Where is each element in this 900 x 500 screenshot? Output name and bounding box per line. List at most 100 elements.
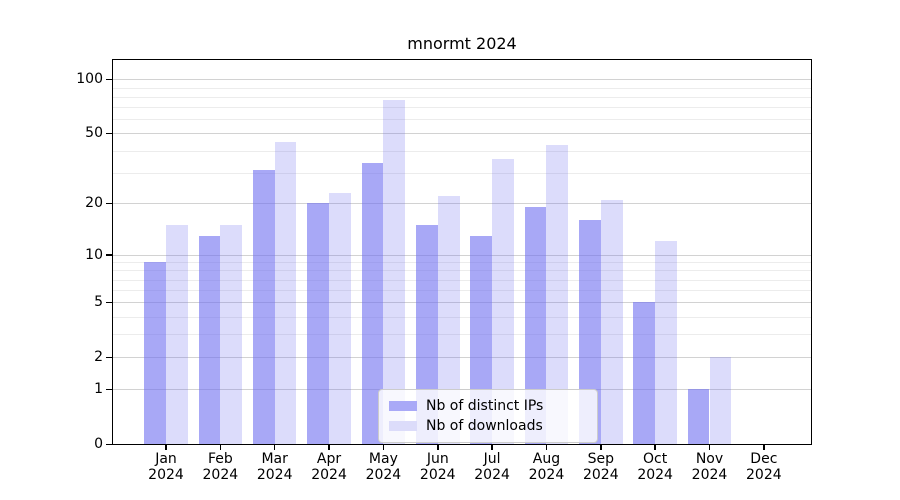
x-tick-label: Jul 2024	[452, 451, 532, 483]
gridline-minor	[113, 334, 811, 336]
y-tick-label: 2	[94, 349, 103, 366]
x-tick-year: 2024	[746, 467, 782, 483]
x-tick-label: Mar 2024	[235, 451, 315, 483]
x-tick-month: Oct	[643, 451, 668, 467]
x-tick-year: 2024	[474, 467, 510, 483]
gridline-minor	[113, 316, 811, 318]
x-tick-mark	[763, 444, 765, 450]
x-tick-mark	[165, 444, 167, 450]
x-tick-month: Aug	[532, 451, 561, 467]
y-tick-label: 1	[94, 381, 103, 398]
x-tick-year: 2024	[691, 467, 728, 483]
x-tick-month: Jun	[426, 451, 449, 467]
x-tick-mark	[437, 444, 439, 450]
legend-swatch	[389, 401, 417, 411]
y-tick-label: 50	[85, 125, 103, 142]
bar-ips-nov	[687, 389, 710, 444]
bar-ips-oct	[633, 302, 656, 444]
gridline-major	[113, 357, 811, 359]
x-tick-label: Jun 2024	[398, 451, 478, 483]
legend-label: Nb of downloads	[426, 418, 543, 434]
x-tick-year: 2024	[365, 467, 402, 483]
y-tick-label: 0	[94, 436, 103, 452]
x-tick-mark	[600, 444, 602, 450]
gridline-major	[113, 133, 811, 135]
bar-ips-mar	[252, 170, 275, 444]
chart-title: mnormt 2024	[407, 34, 517, 53]
bar-ips-feb	[198, 235, 221, 444]
gridline-minor	[113, 262, 811, 264]
bar-ips-jan	[144, 262, 166, 444]
x-tick-label: May 2024	[343, 451, 423, 483]
y-tick-label: 20	[85, 195, 103, 212]
x-tick-label: Jan 2024	[126, 451, 206, 483]
bar-downloads-jan	[166, 224, 188, 444]
y-tick-label: 10	[85, 246, 103, 263]
x-tick-mark	[273, 444, 276, 450]
bar-downloads-mar	[274, 141, 297, 444]
x-tick-mark	[545, 444, 548, 450]
y-tick-mark	[106, 388, 113, 391]
gridline-major	[113, 254, 811, 256]
x-tick-month: Nov	[695, 451, 724, 467]
y-tick-mark	[106, 254, 113, 256]
bar-downloads-oct	[655, 241, 677, 444]
y-tick-mark	[106, 132, 113, 135]
x-tick-mark	[219, 444, 222, 450]
bar-downloads-jun	[437, 196, 460, 444]
legend-swatch	[389, 421, 417, 431]
gridline-major	[113, 302, 811, 304]
legend: Nb of distinct IPs Nb of downloads	[378, 389, 598, 443]
y-tick-label: 100	[76, 71, 103, 88]
x-tick-label: Apr 2024	[289, 451, 369, 483]
gridline-minor	[113, 107, 811, 109]
x-tick-month: Jul	[483, 451, 501, 467]
gridline-major	[113, 203, 811, 205]
x-tick-month: Apr	[316, 451, 342, 467]
gridline-minor	[113, 290, 811, 292]
x-tick-mark	[654, 444, 656, 450]
x-tick-label: Dec 2024	[724, 451, 804, 483]
legend-item: Nb of distinct IPs	[379, 398, 597, 414]
bar-ips-aug	[524, 207, 547, 444]
x-tick-month: Jan	[155, 451, 177, 467]
gridline-major	[113, 79, 811, 81]
x-tick-year: 2024	[256, 467, 293, 483]
x-tick-month: Dec	[750, 451, 778, 467]
x-tick-label: Aug 2024	[506, 451, 586, 483]
bar-downloads-nov	[709, 357, 732, 444]
x-tick-mark	[708, 444, 711, 450]
x-tick-year: 2024	[311, 467, 347, 483]
bar-downloads-apr	[329, 192, 351, 444]
legend-item: Nb of downloads	[379, 418, 597, 434]
bar-downloads-aug	[546, 145, 569, 444]
x-tick-mark	[491, 444, 493, 450]
bar-downloads-may	[383, 99, 406, 444]
bar-downloads-feb	[220, 224, 243, 444]
gridline-minor	[113, 279, 811, 281]
x-tick-year: 2024	[148, 467, 184, 483]
x-tick-month: Feb	[207, 451, 233, 467]
gridline-minor	[113, 96, 811, 98]
bar-ips-apr	[307, 203, 330, 444]
plot-area: 0 1 2 5 10 20 50 100 Jan 2024 Feb 2024 Mar 2024 Apr 202…	[76, 59, 812, 483]
x-tick-label: Feb 2024	[180, 451, 260, 483]
x-tick-year: 2024	[202, 467, 239, 483]
bar-ips-sep	[579, 220, 601, 444]
x-tick-label: Nov 2024	[670, 451, 750, 483]
x-tick-year: 2024	[419, 467, 456, 483]
y-tick-label: 5	[94, 294, 103, 311]
gridline-minor	[113, 119, 811, 121]
y-tick-mark	[106, 202, 113, 205]
y-tick-mark	[106, 78, 113, 81]
y-tick-mark	[106, 356, 113, 359]
gridline-minor	[113, 87, 811, 89]
bar-downloads-sep	[600, 199, 623, 444]
x-tick-year: 2024	[528, 467, 565, 483]
legend-label: Nb of distinct IPs	[426, 398, 544, 414]
x-tick-year: 2024	[582, 467, 619, 483]
x-tick-label: Oct 2024	[615, 451, 695, 483]
x-tick-label: Sep 2024	[561, 451, 641, 483]
bar-ips-may	[361, 163, 384, 444]
x-tick-mark	[328, 444, 330, 450]
